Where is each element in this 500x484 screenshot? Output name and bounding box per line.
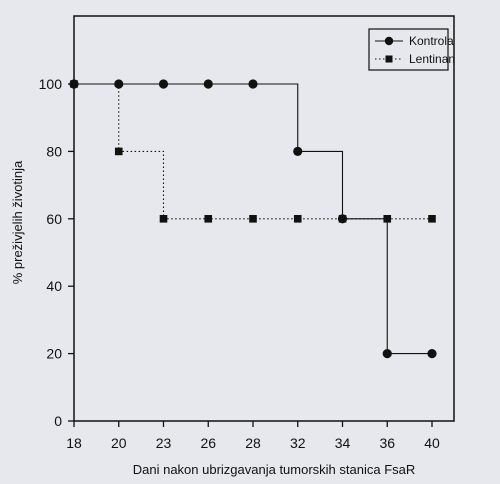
x-tick-label: 18 [66,435,82,451]
y-tick-label: 80 [46,143,62,159]
x-tick-label: 26 [200,435,216,451]
data-point-lentinan [428,215,436,223]
data-point-kontrola [337,214,348,224]
y-tick-label: 20 [46,346,62,362]
x-tick-label: 34 [335,435,351,451]
series-line-lentinan [74,83,432,220]
y-tick-label: 40 [46,278,62,294]
x-tick-label: 32 [290,435,306,451]
data-point-kontrola [114,79,124,89]
legend-marker-lentinan [385,55,393,63]
data-point-lentinan [293,215,302,223]
x-tick-label: 20 [111,435,127,451]
x-tick-label: 40 [424,435,440,451]
x-tick-label: 28 [245,435,261,451]
x-tick-label: 36 [379,435,395,451]
data-point-kontrola [248,79,258,89]
series-line-kontrola [74,83,432,355]
data-point-lentinan [249,215,257,223]
x-tick-label: 23 [156,435,172,451]
data-point-lentinan [204,215,213,223]
data-point-lentinan [159,215,168,223]
y-axis-label: % preživjelih životinja [10,160,25,284]
data-point-kontrola [382,349,392,359]
data-point-kontrola [69,79,79,89]
data-point-kontrola [203,79,213,89]
x-axis-label: Dani nakon ubrizgavanja tumorskih stanic… [133,462,416,477]
y-tick-label: 60 [46,211,62,227]
data-point-lentinan [383,215,392,223]
legend-label-lentinan: Lentinan [409,52,455,66]
legend-box [368,28,449,71]
data-point-lentinan [114,147,123,156]
legend-marker-kontrola [384,36,394,46]
data-point-kontrola [293,146,303,156]
data-point-kontrola [158,79,169,89]
legend-label-kontrola: Kontrola [409,34,454,48]
data-point-kontrola [427,349,437,359]
y-tick-label: 0 [54,413,62,429]
y-tick-label: 100 [39,76,63,92]
